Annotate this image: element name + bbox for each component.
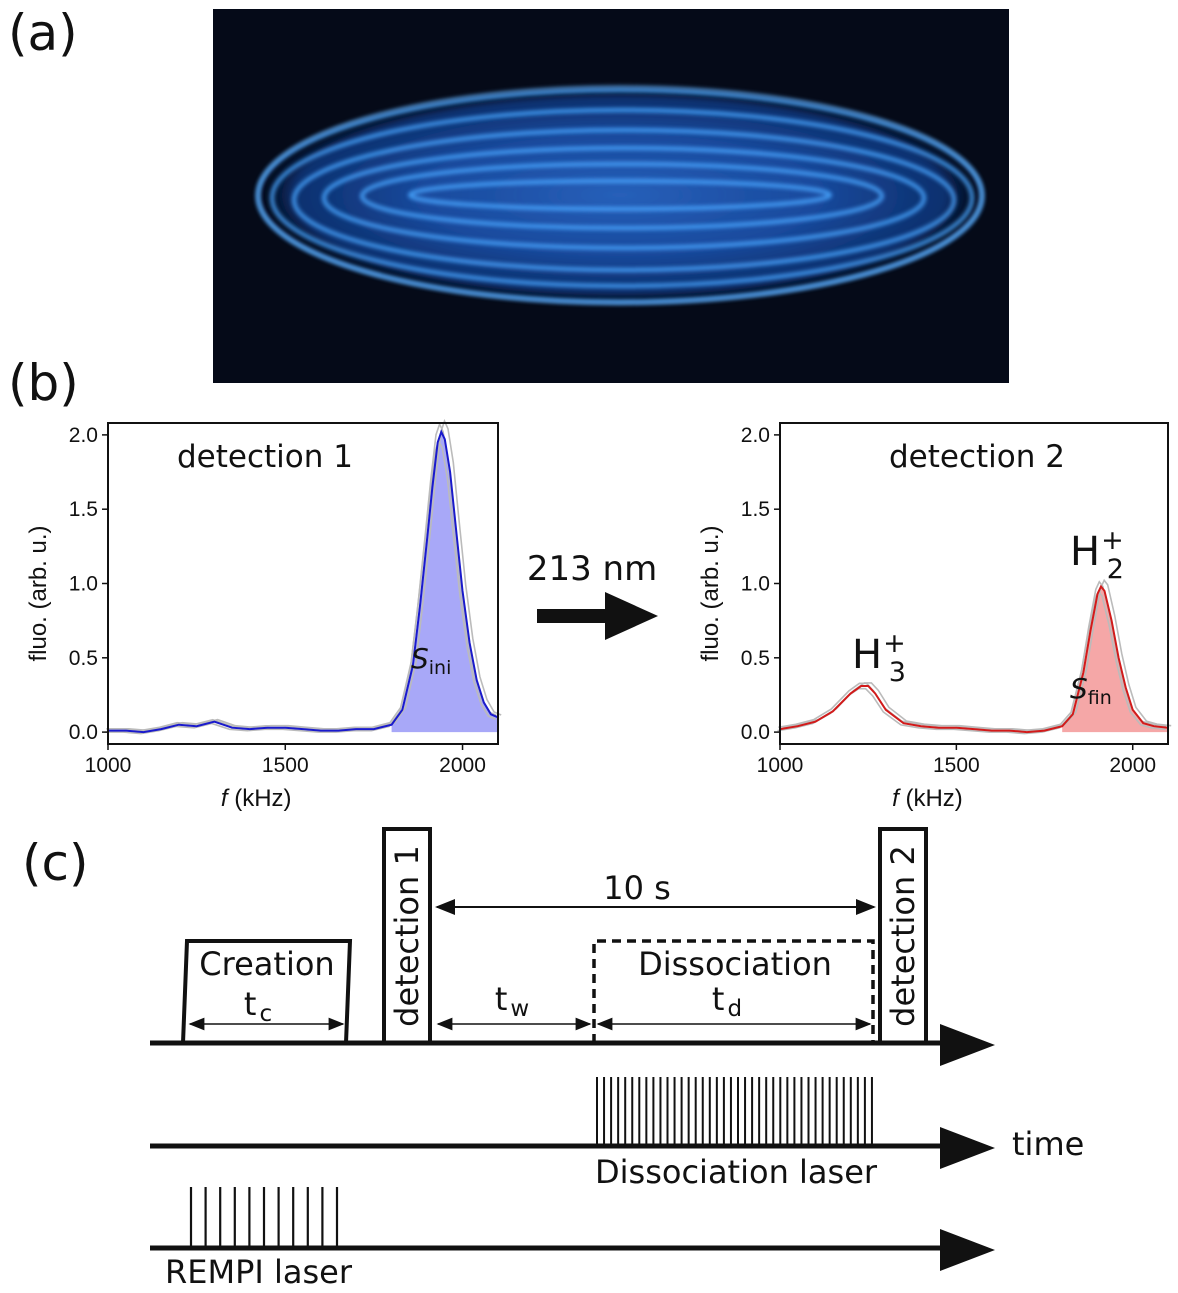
y-tick-label: 0.5 — [741, 647, 770, 670]
rempi-laser-label: REMPI laser — [165, 1253, 353, 1289]
detection-1-label: detection 1 — [388, 845, 426, 1027]
x-tick-label: 2000 — [439, 754, 486, 777]
wavelength-label: 213 nm — [527, 549, 657, 589]
panel-b-label: (b) — [8, 354, 79, 412]
y-tick-label: 1.0 — [741, 573, 770, 596]
panel-c-label: (c) — [22, 834, 89, 892]
detection-2-label: detection 2 — [884, 845, 922, 1027]
chart-title: detection 1 — [177, 439, 353, 475]
y-tick-label: 0.0 — [741, 721, 770, 744]
peak-label: H+ 2 — [1070, 525, 1124, 585]
fill-area-label: Sfin — [1070, 672, 1112, 709]
y-axis-label: fluo. (arb. u.) — [25, 525, 52, 661]
repeat-trace — [778, 580, 1167, 732]
y-tick-label: 0.5 — [69, 647, 98, 670]
x-tick-label: 1500 — [262, 754, 309, 777]
dissociation-laser-pulses — [596, 1077, 873, 1146]
series-line — [779, 584, 1169, 734]
chart-title: detection 2 — [889, 439, 1065, 475]
x-axis-label: f (kHz) — [892, 785, 963, 812]
duration-label: 10 s — [603, 869, 671, 907]
x-tick-label: 1500 — [933, 754, 980, 777]
repeat-trace — [106, 421, 497, 732]
x-tick-label: 1000 — [757, 754, 804, 777]
crystal-image — [213, 9, 1009, 383]
transition-arrow — [537, 592, 658, 640]
time-axis-label: time — [1012, 1125, 1084, 1163]
fill-area-label: Sini — [411, 642, 451, 679]
dissociation-laser-label: Dissociation laser — [595, 1153, 878, 1191]
creation-label: Creation — [199, 945, 334, 983]
y-axis-label: fluo. (arb. u.) — [697, 525, 724, 661]
y-tick-label: 2.0 — [69, 424, 98, 447]
chart-detection-2: 0.0 0.5 1.0 1.5 2.0 1000 1500 2000 f (kHz) fluo. … — [697, 422, 1172, 812]
dissociation-label: Dissociation — [638, 945, 832, 983]
y-tick-label: 0.0 — [69, 721, 98, 744]
y-tick-label: 1.5 — [69, 498, 98, 521]
timing-diagram — [150, 827, 995, 1271]
repeat-trace — [777, 590, 1166, 735]
series-line — [108, 429, 499, 734]
panel-a-label: (a) — [8, 4, 78, 62]
y-tick-label: 1.0 — [69, 573, 98, 596]
chart-detection-1: 0.0 0.5 1.0 1.5 2.0 1000 1500 2000 f (kHz) fluo. … — [25, 418, 502, 812]
repeat-trace — [111, 418, 502, 732]
x-tick-label: 2000 — [1109, 754, 1156, 777]
y-tick-label: 2.0 — [741, 424, 770, 447]
peak-label: H+ 3 — [852, 628, 906, 688]
x-tick-label: 1000 — [85, 754, 132, 777]
x-axis-label: f (kHz) — [221, 785, 292, 812]
rempi-laser-pulses — [189, 1187, 339, 1248]
y-tick-label: 1.5 — [741, 498, 770, 521]
